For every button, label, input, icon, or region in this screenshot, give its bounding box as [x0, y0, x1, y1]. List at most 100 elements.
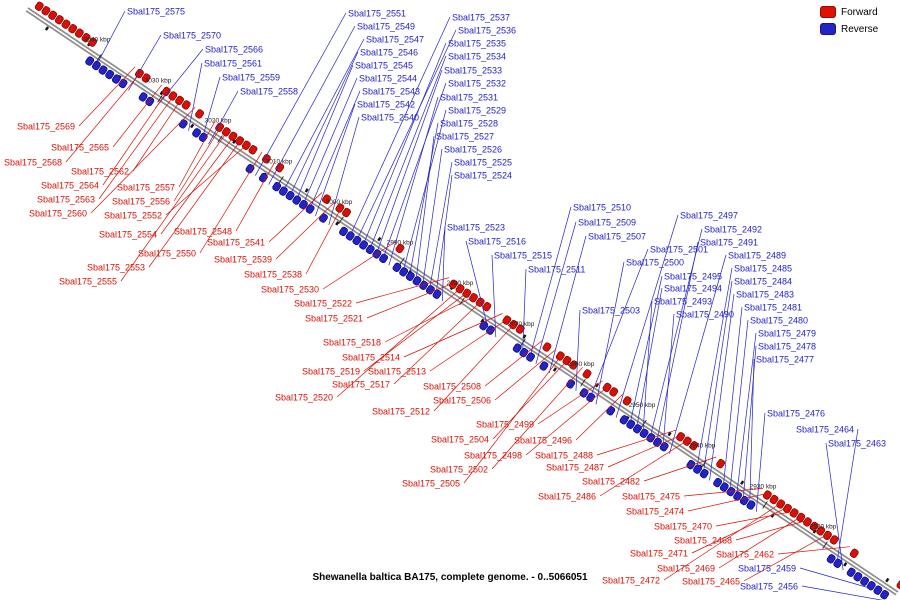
gene-label[interactable]: Sbal175_2526 — [444, 145, 502, 155]
gene-label[interactable]: Sbal175_2494 — [664, 284, 722, 294]
gene-glyph-2531[interactable] — [379, 253, 389, 264]
gene-label[interactable]: Sbal175_2545 — [355, 61, 413, 71]
gene-label[interactable]: Sbal175_2512 — [372, 407, 430, 417]
gene-label[interactable]: Sbal175_2536 — [458, 26, 516, 36]
gene-glyph-2495[interactable] — [619, 415, 629, 425]
gene-label[interactable]: Sbal175_2518 — [323, 338, 381, 348]
gene-glyph-2548[interactable] — [275, 162, 285, 173]
gene-label[interactable]: Sbal175_2465 — [682, 577, 740, 587]
gene-glyph-2512[interactable] — [515, 324, 525, 334]
gene-label[interactable]: Sbal175_2561 — [204, 59, 262, 69]
gene-label[interactable]: Sbal175_2523 — [447, 223, 505, 233]
gene-label[interactable]: Sbal175_2462 — [716, 550, 774, 560]
gene-glyph-2581[interactable] — [54, 14, 64, 25]
gene-label[interactable]: Sbal175_2541 — [207, 238, 265, 248]
gene-glyph-2476[interactable] — [746, 500, 756, 510]
gene-label[interactable]: Sbal175_2469 — [657, 564, 715, 574]
gene-glyph-2549[interactable] — [258, 172, 268, 183]
gene-label[interactable]: Sbal175_2514 — [342, 353, 400, 363]
gene-label[interactable]: Sbal175_2463 — [828, 439, 886, 449]
gene-label[interactable]: Sbal175_2532 — [448, 79, 506, 89]
gene-label[interactable]: Sbal175_2482 — [582, 477, 640, 487]
gene-glyph-2460[interactable] — [853, 572, 863, 582]
gene-glyph-2540[interactable] — [318, 213, 328, 223]
gene-label[interactable]: Sbal175_2479 — [758, 329, 816, 339]
gene-label[interactable]: Sbal175_2569 — [17, 122, 75, 132]
gene-label[interactable]: Sbal175_2565 — [51, 143, 109, 153]
gene-label[interactable]: Sbal175_2478 — [758, 342, 816, 352]
gene-label[interactable]: Sbal175_2551 — [348, 9, 406, 19]
gene-glyph-2568[interactable] — [141, 73, 151, 83]
gene-glyph-2478[interactable] — [733, 491, 743, 501]
gene-label[interactable]: Sbal175_2513 — [368, 367, 426, 377]
gene-label[interactable]: Sbal175_2568 — [4, 158, 62, 168]
gene-label[interactable]: Sbal175_2528 — [440, 119, 498, 129]
gene-glyph-2464[interactable] — [826, 554, 836, 564]
gene-label[interactable]: Sbal175_2497 — [680, 211, 738, 221]
gene-glyph-2538[interactable] — [342, 207, 352, 218]
gene-glyph-2552[interactable] — [248, 145, 258, 155]
gene-label[interactable]: Sbal175_2547 — [366, 35, 424, 45]
gene-glyph-2509[interactable] — [526, 352, 536, 362]
gene-glyph-2502[interactable] — [582, 369, 592, 379]
gene-label[interactable]: Sbal175_2476 — [767, 409, 825, 419]
gene-glyph-2493[interactable] — [632, 424, 642, 434]
gene-glyph-2583[interactable] — [41, 6, 51, 16]
gene-glyph-2523[interactable] — [432, 289, 442, 299]
gene-glyph-2510[interactable] — [519, 347, 529, 358]
gene-label[interactable]: Sbal175_2575 — [127, 7, 185, 17]
gene-label[interactable]: Sbal175_2474 — [626, 507, 684, 517]
gene-label[interactable]: Sbal175_2529 — [448, 106, 506, 116]
gene-label[interactable]: Sbal175_2491 — [700, 238, 758, 248]
gene-label[interactable]: Sbal175_2564 — [41, 181, 99, 191]
gene-label[interactable]: Sbal175_2471 — [630, 549, 688, 559]
gene-glyph-2547[interactable] — [272, 181, 282, 192]
gene-label[interactable]: Sbal175_2527 — [436, 132, 494, 142]
gene-glyph-2496[interactable] — [622, 396, 632, 406]
gene-label[interactable]: Sbal175_2506 — [433, 396, 491, 406]
gene-glyph-2483[interactable] — [699, 468, 709, 479]
gene-label[interactable]: Sbal175_2546 — [360, 48, 418, 58]
gene-label[interactable]: Sbal175_2459 — [738, 564, 796, 574]
gene-glyph-2457[interactable] — [873, 585, 883, 595]
gene-glyph-2486[interactable] — [689, 440, 699, 451]
gene-glyph-2468[interactable] — [809, 521, 819, 532]
gene-glyph-2561[interactable] — [178, 119, 188, 129]
gene-label[interactable]: Sbal175_2516 — [468, 237, 526, 247]
gene-label[interactable]: Sbal175_2510 — [573, 203, 631, 213]
gene-label[interactable]: Sbal175_2501 — [650, 245, 708, 255]
gene-label[interactable]: Sbal175_2548 — [174, 227, 232, 237]
gene-label[interactable]: Sbal175_2470 — [654, 522, 712, 532]
gene-glyph-2517[interactable] — [482, 301, 492, 312]
gene-label[interactable]: Sbal175_2540 — [361, 113, 419, 123]
gene-glyph-2579[interactable] — [68, 23, 78, 34]
gene-label[interactable]: Sbal175_2493 — [654, 297, 712, 307]
gene-label[interactable]: Sbal175_2533 — [444, 66, 502, 76]
gene-label[interactable]: Sbal175_2517 — [332, 380, 390, 390]
gene-glyph-2481[interactable] — [713, 477, 723, 488]
gene-label[interactable]: Sbal175_2468 — [674, 536, 732, 546]
gene-glyph-2508[interactable] — [542, 342, 552, 352]
gene-label[interactable]: Sbal175_2477 — [756, 355, 814, 365]
gene-label[interactable]: Sbal175_2534 — [448, 52, 506, 62]
gene-glyph-2497[interactable] — [606, 406, 616, 416]
gene-glyph-2467[interactable] — [816, 526, 826, 536]
gene-label[interactable]: Sbal175_2530 — [261, 285, 319, 295]
gene-label[interactable]: Sbal175_2490 — [676, 310, 734, 320]
gene-label[interactable]: Sbal175_2544 — [359, 74, 417, 84]
gene-glyph-2578[interactable] — [74, 28, 84, 38]
gene-glyph-2584[interactable] — [34, 1, 44, 11]
gene-label[interactable]: Sbal175_2488 — [535, 451, 593, 461]
gene-label[interactable]: Sbal175_2508 — [423, 382, 481, 392]
gene-glyph-2567[interactable] — [138, 92, 148, 102]
gene-label[interactable]: Sbal175_2489 — [728, 251, 786, 261]
gene-label[interactable]: Sbal175_2537 — [452, 13, 510, 23]
gene-glyph-2533[interactable] — [365, 244, 375, 255]
gene-label[interactable]: Sbal175_2563 — [37, 195, 95, 205]
gene-glyph-2560[interactable] — [195, 109, 205, 119]
gene-label[interactable]: Sbal175_2550 — [138, 249, 196, 259]
gene-glyph-2492[interactable] — [639, 428, 649, 438]
gene-glyph-2576[interactable] — [88, 37, 98, 47]
gene-label[interactable]: Sbal175_2557 — [117, 183, 175, 193]
gene-label[interactable]: Sbal175_2556 — [112, 197, 170, 207]
